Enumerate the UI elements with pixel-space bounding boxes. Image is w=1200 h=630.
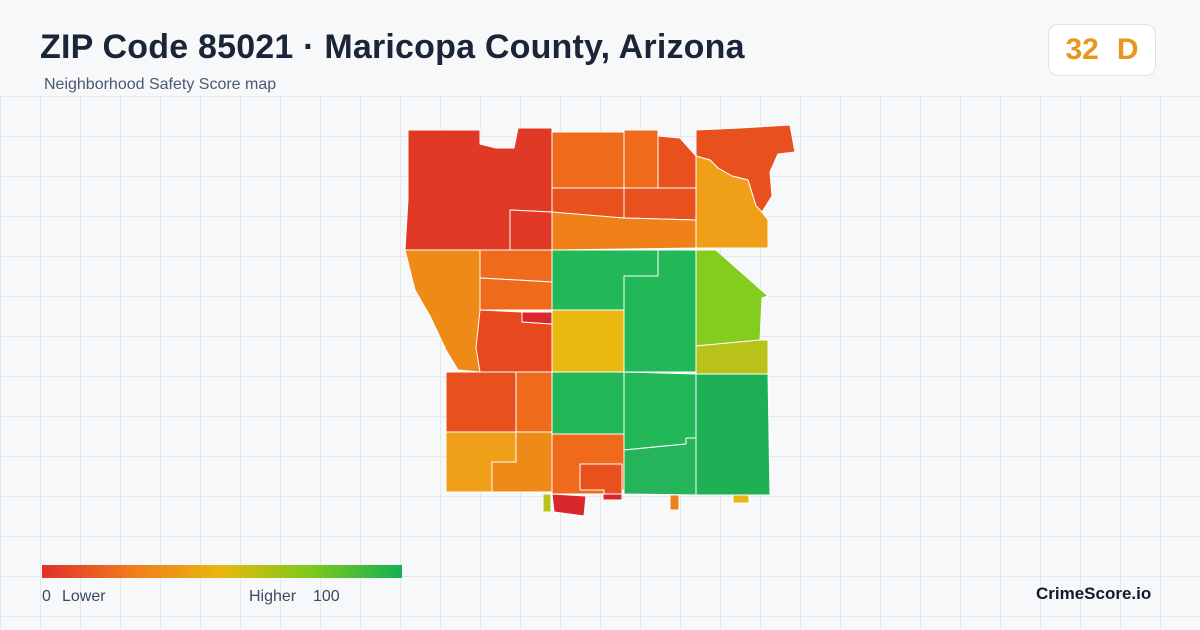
region-s-tab-4[interactable]: [669, 494, 680, 511]
safety-score-badge: 32 D: [1048, 24, 1156, 76]
region-sw2-east[interactable]: [491, 431, 553, 493]
region-e-lime[interactable]: [695, 249, 769, 347]
region-sw1[interactable]: [445, 371, 517, 433]
safety-score-value: 32: [1065, 33, 1099, 66]
region-sw1-east[interactable]: [515, 371, 553, 433]
region-c4[interactable]: [623, 371, 697, 451]
region-e-olive[interactable]: [695, 339, 769, 375]
page-title: ZIP Code 85021 · Maricopa County, Arizon…: [40, 28, 745, 66]
region-s-tab-3[interactable]: [542, 493, 552, 513]
region-s-green[interactable]: [623, 437, 697, 496]
region-w-sliver[interactable]: [521, 311, 553, 325]
legend-low-value: 0: [42, 588, 51, 605]
legend-high-value: 100: [313, 588, 340, 605]
region-s1-inner[interactable]: [579, 463, 623, 495]
region-s-tab-5[interactable]: [732, 494, 750, 504]
region-nw-notch[interactable]: [509, 209, 553, 251]
legend-high-label: Higher: [249, 588, 297, 605]
region-west-strip[interactable]: [404, 249, 481, 373]
region-n2-east[interactable]: [623, 187, 697, 221]
region-n-center-east[interactable]: [657, 135, 697, 189]
region-se[interactable]: [695, 373, 771, 496]
header-bar: [0, 0, 1200, 96]
legend-gradient-bar: [42, 565, 402, 578]
region-n-center-mid[interactable]: [623, 129, 659, 189]
region-s-tab-2[interactable]: [602, 493, 623, 501]
region-s-tab-1[interactable]: [551, 493, 587, 517]
safety-score-grade: D: [1116, 33, 1139, 66]
region-w2[interactable]: [479, 277, 553, 311]
page-subtitle: Neighborhood Safety Score map: [44, 76, 277, 93]
brand-logo-text: CrimeScore.io: [1036, 584, 1152, 603]
region-w1[interactable]: [479, 249, 553, 283]
region-band[interactable]: [551, 211, 697, 251]
region-c3[interactable]: [551, 371, 625, 435]
legend-low-label: Lower: [62, 588, 106, 605]
region-c-yellow[interactable]: [551, 309, 625, 373]
region-n-center-west[interactable]: [551, 131, 625, 189]
